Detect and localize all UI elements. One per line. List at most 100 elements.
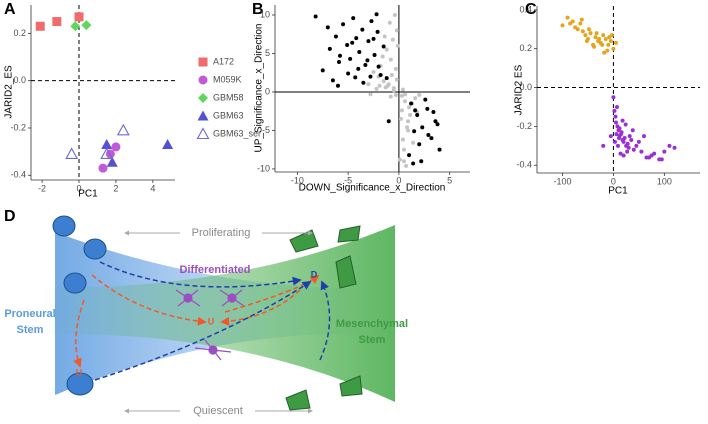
point — [586, 27, 591, 32]
point — [399, 93, 404, 98]
left-label: Stem — [17, 324, 44, 336]
point — [603, 37, 608, 42]
point — [348, 56, 353, 61]
point — [98, 163, 108, 173]
panel-label: C — [525, 1, 537, 18]
point — [411, 140, 416, 145]
point — [619, 130, 624, 135]
right-label: Mesenchymal — [336, 318, 408, 330]
panel-label: B — [252, 1, 264, 18]
point — [626, 145, 631, 150]
point — [374, 12, 379, 17]
y-axis-title: JARID2_ES — [4, 65, 15, 119]
state-label: D — [311, 269, 318, 279]
point — [672, 145, 677, 150]
point — [419, 159, 424, 164]
point — [390, 37, 395, 42]
point — [393, 93, 398, 98]
point — [369, 19, 374, 24]
point — [431, 109, 436, 114]
point — [393, 66, 398, 71]
point — [593, 35, 598, 40]
point — [437, 147, 442, 152]
point — [631, 147, 636, 152]
point — [601, 33, 606, 38]
y-tick-label: -5 — [262, 125, 270, 135]
legend-label: A172 — [213, 56, 234, 66]
point — [335, 83, 340, 88]
point — [413, 108, 418, 113]
y-axis-title: JARID2 ES — [514, 64, 525, 115]
point — [417, 142, 422, 147]
x-tick-label: -2 — [38, 183, 46, 193]
point — [399, 108, 404, 113]
point — [351, 16, 356, 21]
y-axis-title: UP_Significance_x_Direction — [254, 24, 265, 153]
center-label: Differentiated — [180, 264, 251, 276]
legend-marker — [198, 93, 208, 103]
y-tick-label: -10 — [257, 163, 270, 173]
point — [357, 49, 362, 54]
point — [341, 22, 346, 27]
bottom-label: Quiescent — [193, 405, 243, 417]
point — [612, 108, 617, 113]
point — [336, 59, 341, 64]
y-tick-label: 0.2 — [519, 43, 532, 53]
x-tick-label: -5 — [344, 175, 352, 185]
point — [636, 139, 641, 144]
point — [575, 27, 580, 32]
point — [659, 157, 664, 162]
point — [649, 153, 654, 158]
y-tick-label: -0.2 — [516, 121, 532, 131]
point — [608, 134, 613, 139]
point — [583, 33, 588, 38]
point — [417, 93, 422, 98]
point — [662, 149, 667, 154]
legend-marker — [196, 127, 210, 140]
point — [116, 123, 130, 136]
mesenchymal-cells — [285, 225, 363, 411]
point — [423, 97, 428, 102]
point — [420, 125, 425, 130]
point — [606, 42, 611, 47]
point — [618, 151, 623, 156]
point — [313, 14, 318, 19]
point — [377, 83, 382, 88]
transition-arrows — [73, 261, 331, 381]
x-tick-label: 0 — [76, 183, 81, 193]
point — [320, 68, 325, 73]
point — [407, 153, 412, 158]
point — [615, 143, 620, 148]
point — [611, 46, 616, 51]
legend-label: M059K — [213, 74, 242, 84]
left-label: Proneural — [4, 308, 55, 320]
point — [374, 86, 379, 91]
point — [602, 50, 607, 55]
point — [403, 92, 407, 97]
x-axis-title: PC1 — [78, 189, 98, 200]
point — [356, 66, 361, 71]
point — [413, 96, 418, 101]
panel-label: A — [4, 1, 16, 18]
point — [350, 40, 355, 45]
point — [625, 149, 630, 154]
y-tick-label: -0.2 — [10, 122, 26, 132]
state-label: U — [76, 367, 83, 377]
x-tick-label: 5 — [447, 175, 452, 185]
x-axis-title: DOWN_Significance_x_Direction — [299, 183, 446, 194]
point — [101, 139, 113, 150]
x-tick-label: 4 — [150, 183, 155, 193]
point — [600, 42, 605, 47]
x-tick-label: 100 — [657, 176, 672, 186]
point — [397, 157, 402, 162]
point — [100, 147, 114, 160]
x-tick-label: 0 — [396, 175, 401, 185]
point — [412, 129, 417, 134]
point — [394, 77, 399, 82]
y-tick-label: -0.4 — [516, 160, 532, 170]
right-label: Stem — [359, 334, 386, 346]
point — [371, 69, 376, 74]
y-tick-label: 5 — [265, 48, 270, 58]
legend-marker — [197, 110, 209, 121]
